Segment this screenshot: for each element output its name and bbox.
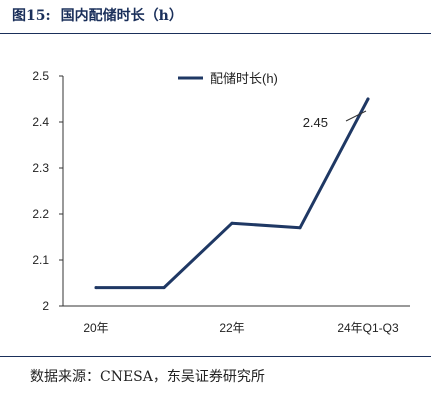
chart-axes — [62, 76, 410, 307]
source-note: 数据来源：CNESA，东吴证券研究所 — [30, 369, 265, 385]
figure-label: 图15: — [12, 8, 51, 24]
data-point — [230, 221, 234, 225]
y-tick-label: 2.4 — [32, 115, 49, 129]
legend-label: 配储时长(h) — [210, 71, 278, 86]
callout-leader — [345, 110, 367, 122]
x-axis-ticks: 20年 22年 24年Q1-Q3 — [83, 321, 399, 335]
x-tick-label: 20年 — [83, 321, 108, 335]
top-rule — [0, 33, 431, 34]
figure-title-text: 国内配储时长（h） — [60, 8, 183, 24]
data-label: 2.45 — [303, 115, 328, 130]
figure-title: 图15: 国内配储时长（h） — [12, 3, 183, 29]
x-tick-label: 22年 — [219, 321, 244, 335]
y-tick-label: 2.1 — [32, 253, 49, 267]
y-tick-label: 2.5 — [32, 69, 49, 83]
legend: 配储时长(h) — [178, 71, 278, 86]
y-tick-label: 2.3 — [32, 161, 49, 175]
data-point — [162, 286, 166, 290]
data-point — [94, 286, 98, 290]
annotations: 2.45 — [303, 110, 367, 130]
y-axis-ticks: 2 2.1 2.2 2.3 2.4 2.5 — [32, 69, 63, 313]
line-chart: 22.12.22.32.42.5 20年 22年 24年Q1-Q3 配储时长(h) … — [32, 69, 410, 335]
y-tick-label: 2.2 — [32, 207, 49, 221]
data-point — [298, 226, 302, 230]
y-tick-label: 2 — [42, 299, 49, 313]
bottom-rule — [0, 356, 431, 357]
series-group — [94, 97, 370, 290]
x-tick-label: 24年Q1-Q3 — [337, 321, 399, 335]
data-point — [366, 97, 370, 101]
